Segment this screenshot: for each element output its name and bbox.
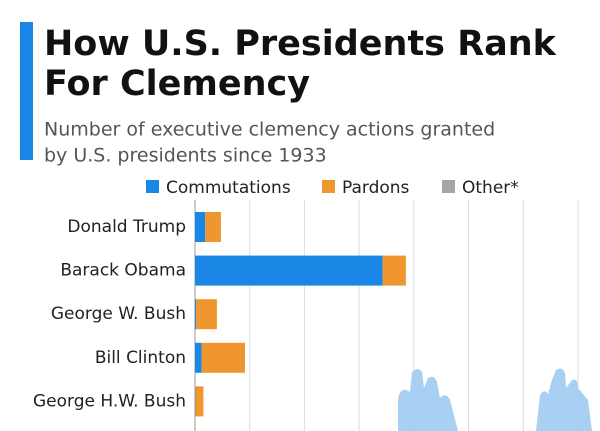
accent-bar xyxy=(20,22,33,160)
category-label: Bill Clinton xyxy=(95,348,186,368)
category-label: George H.W. Bush xyxy=(33,391,186,411)
legend-swatch xyxy=(146,180,159,193)
decoration xyxy=(398,368,592,431)
chart-title: For Clemency xyxy=(44,64,310,104)
legend-swatch xyxy=(322,180,335,193)
chart-title: How U.S. Presidents Rank xyxy=(44,24,557,64)
bar-segment xyxy=(195,342,202,373)
category-label: Barack Obama xyxy=(60,261,186,281)
bar-segment xyxy=(195,299,197,330)
bar-segment xyxy=(205,212,221,242)
category-label: Donald Trump xyxy=(67,217,186,237)
bar-segment xyxy=(201,342,246,373)
bar-segment xyxy=(195,255,383,286)
bar-segment xyxy=(196,299,217,330)
legend-swatch xyxy=(442,180,455,193)
chart-subtitle: by U.S. presidents since 1933 xyxy=(44,145,327,167)
bar-segment xyxy=(382,255,406,286)
legend-label: Pardons xyxy=(342,178,410,198)
bar-segment xyxy=(195,212,206,242)
bar-segment xyxy=(195,386,204,417)
category-label: George W. Bush xyxy=(51,304,186,324)
legend-label: Other* xyxy=(462,178,519,198)
legend-label: Commutations xyxy=(166,178,291,198)
chart-subtitle: Number of executive clemency actions gra… xyxy=(44,119,495,141)
